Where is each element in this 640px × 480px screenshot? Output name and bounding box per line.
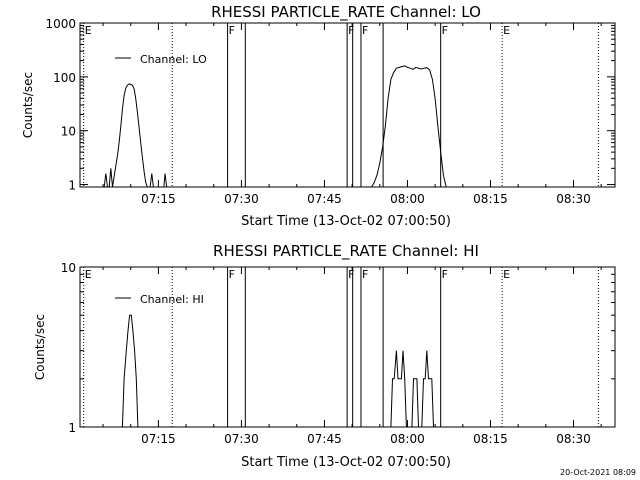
x-axis-label: Start Time (13-Oct-02 07:00:50) bbox=[241, 214, 451, 229]
x-tick-label: 08:15 bbox=[473, 192, 508, 206]
x-tick-label: 07:30 bbox=[224, 192, 259, 206]
x-axis: 07:15 07:30 07:45 08:00 08:15 08:30 bbox=[102, 23, 602, 206]
event-marker-label: F bbox=[442, 268, 448, 281]
x-axis-label: Start Time (13-Oct-02 07:00:50) bbox=[241, 455, 451, 470]
y-tick-label: 10 bbox=[61, 125, 76, 139]
event-marker-label: F bbox=[348, 268, 354, 281]
x-tick-label: 08:15 bbox=[473, 432, 508, 446]
x-tick-label: 07:30 bbox=[224, 432, 259, 446]
series-line bbox=[103, 83, 168, 188]
x-tick-label: 07:15 bbox=[141, 192, 176, 206]
series-group bbox=[103, 65, 447, 188]
y-tick-label: 1 bbox=[68, 421, 76, 435]
event-marker-label: F bbox=[362, 268, 368, 281]
event-marker-label: F bbox=[229, 24, 235, 37]
y-axis: 1 10 100 1000 bbox=[45, 17, 615, 193]
x-tick-label: 08:00 bbox=[390, 432, 425, 446]
x-tick-label: 07:45 bbox=[307, 432, 342, 446]
chart-title: RHESSI PARTICLE_RATE Channel: LO bbox=[211, 3, 481, 22]
x-axis: 07:15 07:30 07:45 08:00 08:15 08:30 bbox=[102, 267, 602, 446]
y-axis: 1 10 bbox=[61, 261, 615, 435]
chart-title: RHESSI PARTICLE_RATE Channel: HI bbox=[213, 242, 479, 261]
x-tick-label: 08:30 bbox=[556, 432, 591, 446]
event-marker-label: E bbox=[85, 24, 92, 37]
y-tick-label: 1000 bbox=[45, 17, 76, 31]
footer-timestamp: 20-Oct-2021 08:09 bbox=[560, 468, 636, 477]
event-marker-label: E bbox=[85, 268, 92, 281]
series-line bbox=[388, 350, 439, 428]
event-marker-label: F bbox=[229, 268, 235, 281]
legend-label: Channel: LO bbox=[140, 53, 207, 66]
x-tick-label: 07:45 bbox=[307, 192, 342, 206]
y-tick-label: 1 bbox=[68, 179, 76, 193]
legend-label: Channel: HI bbox=[140, 293, 204, 306]
y-axis-label: Counts/sec bbox=[21, 72, 35, 138]
y-axis-label: Counts/sec bbox=[33, 314, 47, 380]
event-marker-label: E bbox=[503, 24, 510, 37]
series-line bbox=[371, 65, 447, 188]
y-tick-label: 10 bbox=[61, 261, 76, 275]
event-marker-label: F bbox=[348, 24, 354, 37]
x-tick-label: 08:30 bbox=[556, 192, 591, 206]
x-tick-label: 07:15 bbox=[141, 432, 176, 446]
event-marker-label: E bbox=[503, 268, 510, 281]
event-marker-label: F bbox=[442, 24, 448, 37]
x-tick-label: 08:00 bbox=[390, 192, 425, 206]
series-line bbox=[119, 314, 145, 428]
event-marker-label: F bbox=[362, 24, 368, 37]
series-group bbox=[119, 314, 439, 428]
y-tick-label: 100 bbox=[53, 71, 76, 85]
